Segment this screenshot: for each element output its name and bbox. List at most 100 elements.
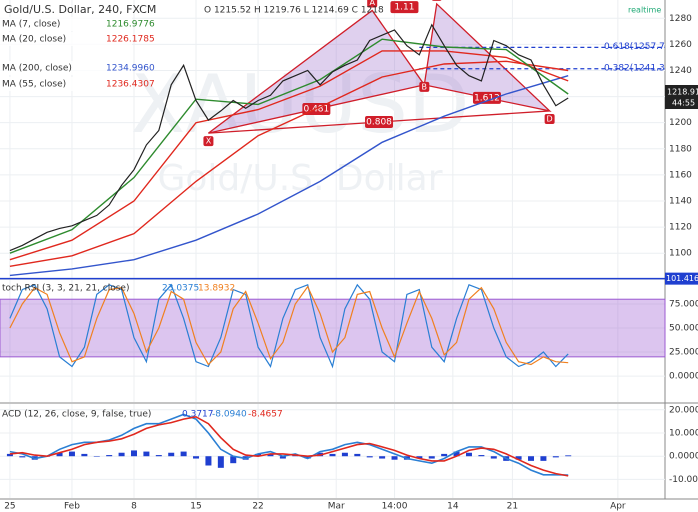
level-tag-bg xyxy=(665,272,698,285)
y-tick-label: 1260 xyxy=(669,40,692,50)
histogram-bar xyxy=(230,456,237,464)
ratio-box xyxy=(472,91,501,104)
series-line xyxy=(9,50,569,261)
ratio-box xyxy=(365,116,394,129)
histogram-bar xyxy=(552,456,559,458)
legend-value: -8.4657 xyxy=(248,410,283,420)
histogram-bar xyxy=(205,456,212,466)
legend-name: MA (200, close) xyxy=(2,64,72,74)
x-tick-label: Mar xyxy=(328,502,345,512)
legend-name: MA (55, close) xyxy=(2,80,66,90)
x-tick-label: 15 xyxy=(190,502,201,512)
y-tick-label: 20.0000 xyxy=(669,405,698,415)
y-tick-label: 0.0000 xyxy=(669,452,698,462)
histogram-bar xyxy=(453,451,460,457)
panel-title: toch RSI (3, 3, 21, 21, close) xyxy=(2,284,129,294)
stoch-band xyxy=(0,298,666,358)
ohlc: O 1215.52 H 1219.76 L 1214.69 C 1218 xyxy=(204,6,384,16)
histogram-bar xyxy=(465,452,472,457)
histogram-bar xyxy=(267,453,274,457)
histogram-bar xyxy=(366,456,373,458)
histogram-bar xyxy=(19,456,26,458)
legend-value: 0.3717 xyxy=(182,410,214,420)
series-line xyxy=(9,283,569,369)
legend-name: MA (7, close) xyxy=(2,20,60,30)
histogram-bar xyxy=(379,456,386,459)
histogram-bar xyxy=(93,456,100,457)
legend-name: MA (20, close) xyxy=(2,35,66,45)
point-label: X xyxy=(206,137,212,146)
y-tick-label: -10.0000 xyxy=(669,475,698,485)
histogram-bar xyxy=(118,452,125,457)
ratio-box xyxy=(390,1,419,14)
series-line xyxy=(9,60,569,267)
legend-bg xyxy=(0,32,132,46)
histogram-bar xyxy=(81,453,88,457)
y-tick-label: 75.0000 xyxy=(669,300,698,310)
histogram-bar xyxy=(441,453,448,457)
point-label: D xyxy=(547,114,553,123)
ratio-label: 1.612 xyxy=(474,93,500,103)
histogram-bar xyxy=(416,456,423,459)
y-tick-label: 1200 xyxy=(669,118,692,128)
point-box xyxy=(203,136,214,147)
series-line xyxy=(9,75,569,277)
histogram-bar xyxy=(515,456,522,460)
point-box xyxy=(367,0,378,8)
histogram-bar xyxy=(68,451,75,457)
histogram-bar xyxy=(428,456,435,459)
histogram-bar xyxy=(217,456,224,468)
y-tick-label: 10.0000 xyxy=(669,429,698,439)
y-tick-label: 1140 xyxy=(669,196,692,206)
histogram-bar xyxy=(329,453,336,457)
level-tag: 101.4166 xyxy=(666,274,698,283)
y-tick-label: 1280 xyxy=(669,14,692,24)
x-tick-label: 22 xyxy=(252,502,263,512)
histogram-bar xyxy=(478,455,485,457)
series-line xyxy=(9,285,569,366)
legend-value: 1236.4307 xyxy=(106,80,155,90)
y-tick-label: 1160 xyxy=(669,170,692,180)
x-tick-label: 25 xyxy=(4,502,15,512)
histogram-bar xyxy=(155,455,162,457)
histogram-bar xyxy=(540,456,547,461)
fib-label: 0.382(1241.3 xyxy=(604,63,665,73)
histogram-bar xyxy=(143,451,150,457)
price-tag-bg xyxy=(665,85,698,110)
panel-title: ACD (12, 26, close, 9, false, true) xyxy=(2,410,151,420)
histogram-bar xyxy=(168,452,175,457)
y-tick-label: 25.0000 xyxy=(669,348,698,358)
point-label: A xyxy=(369,0,375,7)
histogram-bar xyxy=(354,453,361,457)
legend-value: 1234.9960 xyxy=(106,64,155,74)
ratio-label: 0.808 xyxy=(366,118,392,128)
legend-bg xyxy=(0,61,132,75)
chart-title: Gold/U.S. Dollar, 240, FXCM xyxy=(4,3,156,16)
x-tick-label: 8 xyxy=(131,502,137,512)
point-box xyxy=(544,113,555,124)
series-line xyxy=(9,38,569,254)
histogram-bar xyxy=(528,456,535,461)
legend-bg xyxy=(0,77,132,91)
point-box xyxy=(432,0,442,1)
series-line xyxy=(9,23,569,252)
y-tick-label: 1240 xyxy=(669,66,692,76)
point-box xyxy=(419,81,430,92)
histogram-bar xyxy=(341,452,348,457)
x-tick-label: 14:00 xyxy=(382,502,408,512)
ratio-label: 1.11 xyxy=(394,3,414,13)
histogram-bar xyxy=(304,456,311,459)
histogram-bar xyxy=(106,455,113,457)
histogram-bar xyxy=(130,450,137,457)
y-tick-label: 1180 xyxy=(669,144,692,154)
y-tick-label: 1120 xyxy=(669,223,692,233)
y-tick-label: 50.0000 xyxy=(669,324,698,334)
histogram-bar xyxy=(193,456,200,459)
histogram-bar xyxy=(180,451,187,457)
legend-value: 1226.1785 xyxy=(106,35,155,45)
histogram-bar xyxy=(6,453,13,457)
histogram-bar xyxy=(391,456,398,460)
series-line xyxy=(9,415,569,477)
histogram-bar xyxy=(255,453,262,457)
